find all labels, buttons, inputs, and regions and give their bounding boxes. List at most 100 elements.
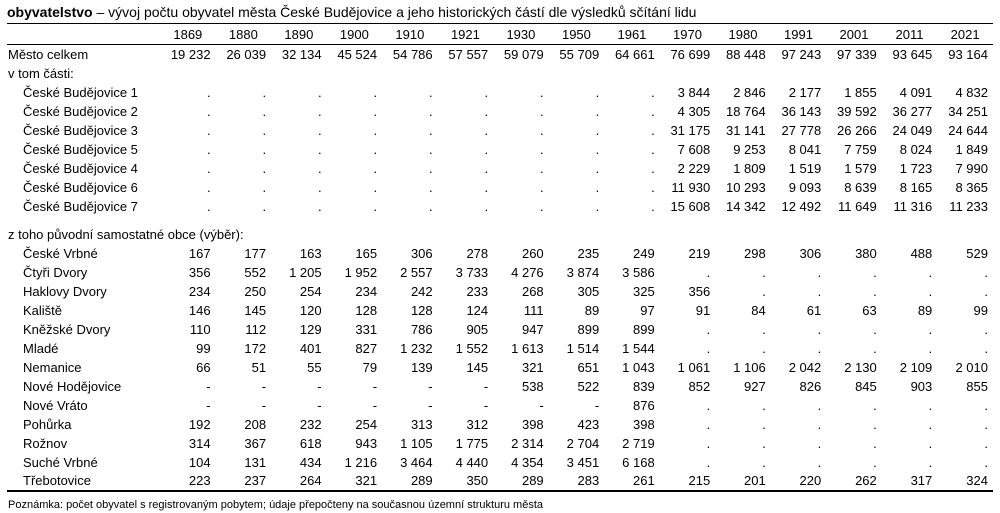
cell: 2 704 [566,435,600,451]
cell: 876 [633,397,655,413]
cell: 268 [521,283,544,299]
cell: . [984,454,988,470]
cell: 249 [633,245,655,261]
cell: . [651,198,655,214]
cell: 235 [577,245,600,261]
cell: . [984,321,988,337]
cell: 177 [244,245,267,261]
cell: 237 [244,473,267,488]
section-label: v tom části: [8,65,74,81]
cell: 4 305 [677,103,711,119]
table-row: Čtyři Dvory 356 552 1 205 1 952 2 557 3 733 4 2… [7,263,993,282]
cell: 321 [355,473,378,488]
cell: . [206,84,211,100]
cell: . [928,435,933,451]
cell: 89 [917,302,933,318]
year-header: 2011 [895,26,924,42]
cell: 7 608 [677,141,711,157]
cell: 15 608 [670,198,711,214]
cell: 855 [966,378,988,394]
table-row: Nové Hodějovice - - - - - - 538 522 839 852 927 826 8… [7,377,993,396]
row-label: Haklovy Dvory [23,283,107,299]
cell: 88 448 [725,46,766,62]
cell: . [984,416,988,432]
cell: 260 [521,245,544,261]
cell: . [873,283,877,299]
year-header: 1910 [395,26,425,42]
cell: 79 [362,359,378,375]
cell: 899 [577,321,600,337]
cell: 264 [299,473,322,488]
table-title: obyvatelstvo – vývoj počtu obyvatel měst… [7,3,993,23]
cell: . [317,103,322,119]
cell: - [539,397,544,413]
cell: . [373,103,378,119]
cell: 111 [523,302,544,318]
cell: 1 723 [899,160,933,176]
cell: 31 141 [725,122,766,138]
year-header: 2021 [950,26,980,42]
cell: . [706,321,711,337]
cell: 4 440 [455,454,489,470]
cell: . [484,160,489,176]
cell: 129 [299,321,322,337]
cell: 367 [244,435,267,451]
cell: 2 130 [844,359,877,375]
cell: 97 339 [837,46,877,62]
cell: 423 [577,416,600,432]
cell: 1 232 [400,340,433,356]
cell: . [262,122,267,138]
cell: 2 042 [788,359,822,375]
cell: - [261,378,267,394]
cell: . [984,397,988,413]
cell: . [595,160,600,176]
cell: 2 557 [400,264,433,280]
cell: 6 168 [622,454,655,470]
cell: 3 874 [566,264,600,280]
table-row [7,216,993,225]
cell: . [262,103,267,119]
cell: 2 846 [733,84,766,100]
cell: 18 764 [725,103,766,119]
cell: 314 [188,435,211,451]
cell: 1 855 [844,84,877,100]
cell: . [262,179,267,195]
cell: 24 644 [948,122,988,138]
cell: . [206,160,211,176]
year-header: 1890 [284,26,314,42]
cell: 8 041 [788,141,822,157]
cell: . [873,397,877,413]
cell: 10 293 [725,179,766,195]
cell: 11 930 [671,179,711,195]
cell: . [206,122,211,138]
cell: 112 [245,321,267,337]
table-row: z toho původní samostatné obce (výběr): [7,225,993,244]
cell: . [317,141,322,157]
row-label: Nové Vráto [23,397,88,413]
year-header: 1900 [339,26,369,42]
cell: 317 [910,473,933,488]
cell: . [373,198,378,214]
table-row: Mladé 99 172 401 827 1 232 1 552 1 613 1 514 1 54… [7,339,993,358]
cell: . [429,160,433,176]
cell: 250 [244,283,267,299]
population-table: 1869 1880 1890 1900 1910 1921 1930 1950 1961 1970… [7,23,993,492]
cell: 59 079 [503,46,544,62]
cell: . [651,141,655,157]
row-label: České Vrbné [23,245,98,261]
row-label: Nové Hodějovice [23,378,122,394]
cell: 61 [806,302,822,318]
row-label: Kaliště [23,302,63,318]
cell: . [540,198,544,214]
cell: . [817,340,822,356]
cell: 538 [521,378,544,394]
cell: . [817,321,822,337]
cell: . [317,160,322,176]
cell: . [429,198,433,214]
cell: 289 [521,473,544,488]
year-header-row: 1869 1880 1890 1900 1910 1921 1930 1950 1961 1970… [7,23,993,45]
cell: 1 519 [788,160,822,176]
year-header: 1961 [617,26,647,42]
cell: 234 [355,283,378,299]
cell: . [373,122,378,138]
